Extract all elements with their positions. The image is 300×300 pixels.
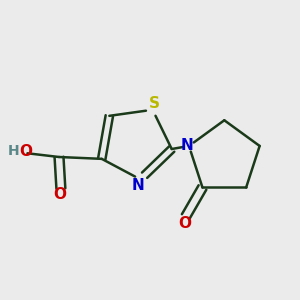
Text: S: S (149, 96, 160, 111)
Text: N: N (132, 178, 145, 193)
Text: H: H (8, 144, 19, 158)
Text: O: O (19, 144, 32, 159)
Text: N: N (181, 138, 194, 153)
Text: O: O (54, 187, 67, 202)
Text: O: O (178, 216, 191, 231)
